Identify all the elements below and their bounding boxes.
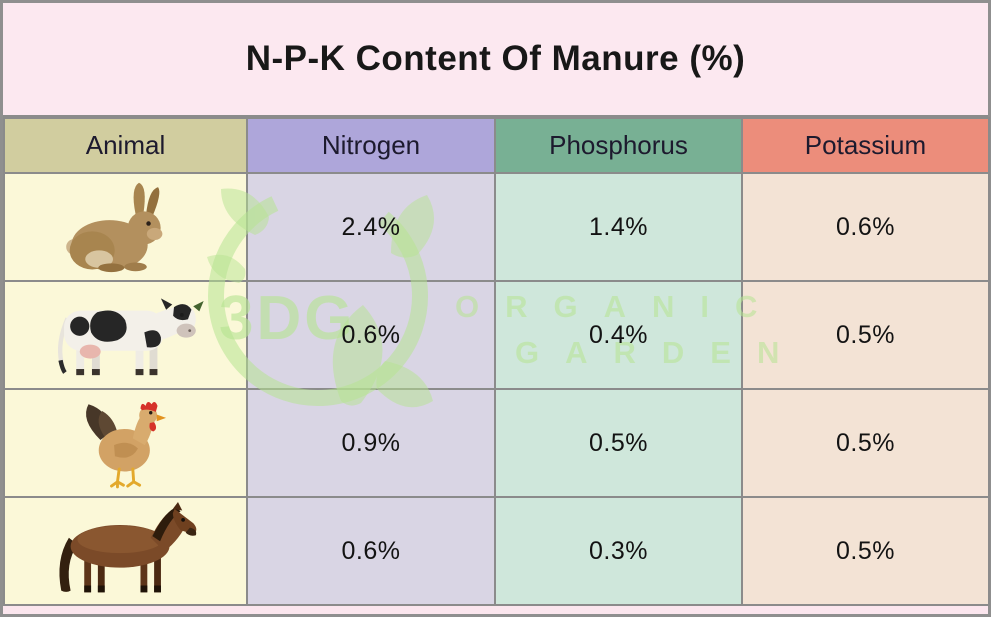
nitrogen-value: 0.9% bbox=[341, 428, 401, 457]
horse-image bbox=[5, 498, 246, 604]
phosphorus-cell: 0.4% bbox=[494, 280, 743, 390]
potassium-value: 0.6% bbox=[836, 212, 895, 241]
phosphorus-cell: 0.5% bbox=[494, 388, 743, 498]
animal-cell-horse bbox=[3, 496, 248, 606]
nitrogen-cell: 0.6% bbox=[246, 280, 496, 390]
table-row-cow: 0.6% 0.4% 0.5% bbox=[3, 280, 990, 390]
potassium-cell: 0.5% bbox=[741, 388, 990, 498]
animal-cell-cow bbox=[3, 280, 248, 390]
nitrogen-value: 0.6% bbox=[341, 320, 401, 349]
phosphorus-cell: 1.4% bbox=[494, 172, 743, 282]
nitrogen-value: 2.4% bbox=[341, 212, 401, 241]
potassium-cell: 0.5% bbox=[741, 280, 990, 390]
potassium-cell: 0.5% bbox=[741, 496, 990, 606]
potassium-value: 0.5% bbox=[836, 536, 895, 565]
table-row-chicken: 0.9% 0.5% 0.5% bbox=[3, 388, 990, 498]
header-cell-phosphorus: Phosphorus bbox=[494, 117, 743, 174]
phosphorus-value: 0.5% bbox=[589, 428, 648, 457]
potassium-cell: 0.6% bbox=[741, 172, 990, 282]
table-row-rabbit: 2.4% 1.4% 0.6% bbox=[3, 172, 990, 282]
nitrogen-cell: 0.6% bbox=[246, 496, 496, 606]
potassium-value: 0.5% bbox=[836, 428, 895, 457]
page-title: N-P-K Content Of Manure (%) bbox=[245, 39, 746, 78]
nitrogen-value: 0.6% bbox=[341, 536, 401, 565]
table-row-horse: 0.6% 0.3% 0.5% bbox=[3, 496, 990, 606]
header-cell-nitrogen: Nitrogen bbox=[246, 117, 496, 174]
rabbit-image bbox=[5, 174, 246, 280]
title-bar: N-P-K Content Of Manure (%) bbox=[3, 3, 988, 117]
phosphorus-cell: 0.3% bbox=[494, 496, 743, 606]
phosphorus-value: 1.4% bbox=[589, 212, 648, 241]
header-cell-potassium: Potassium bbox=[741, 117, 990, 174]
nitrogen-cell: 0.9% bbox=[246, 388, 496, 498]
animal-cell-chicken bbox=[3, 388, 248, 498]
phosphorus-value: 0.3% bbox=[589, 536, 648, 565]
potassium-value: 0.5% bbox=[836, 320, 895, 349]
animal-cell-rabbit bbox=[3, 172, 248, 282]
cow-image bbox=[5, 282, 246, 388]
nitrogen-cell: 2.4% bbox=[246, 172, 496, 282]
header-cell-animal: Animal bbox=[3, 117, 248, 174]
header-row: Animal Nitrogen Phosphorus Potassium bbox=[3, 117, 990, 174]
chicken-image bbox=[5, 390, 246, 496]
npk-table: Animal Nitrogen Phosphorus Potassium bbox=[3, 117, 990, 606]
phosphorus-value: 0.4% bbox=[589, 320, 648, 349]
